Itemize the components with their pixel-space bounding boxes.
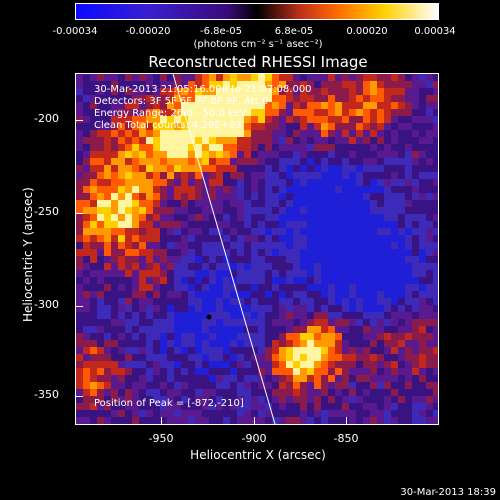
info-time-range: 30-Mar-2013 21:05:16.000 to 21:07:08.000	[94, 84, 312, 95]
limb-overlay	[172, 74, 276, 424]
y-tick-label: -300	[34, 298, 59, 311]
solar-limb-line	[172, 74, 276, 424]
timestamp: 30-Mar-2013 18:39	[400, 487, 496, 498]
heatmap-image	[76, 74, 438, 424]
rhessi-image: 30-Mar-2013 21:05:16.000 to 21:07:08.000…	[75, 73, 439, 425]
colorbar-tick-label: 0.00020	[346, 26, 388, 37]
colorbar-tick-label: -6.8e-05	[200, 26, 242, 37]
info-energy-range: Energy Range: 26.0 - 50.0 keV	[94, 108, 247, 119]
y-tick-label: -200	[34, 112, 59, 125]
x-tick-label: -900	[241, 432, 267, 445]
plot-title: Reconstructed RHESSI Image	[148, 53, 368, 71]
colorbar	[75, 3, 439, 20]
y-tick-label: -250	[34, 205, 59, 218]
colorbar-units: (photons cm⁻² s⁻¹ asec⁻²)	[193, 39, 323, 50]
y-tick-label: -350	[34, 388, 59, 401]
x-tick-label: -850	[333, 432, 359, 445]
info-counts: Clean Total counts: 4.29E+03	[94, 120, 242, 131]
colorbar-tick-label: 0.00034	[414, 26, 456, 37]
peak-marker	[206, 314, 212, 320]
colorbar-gradient	[76, 4, 438, 19]
x-axis-label: Heliocentric X (arcsec)	[190, 448, 326, 462]
colorbar-tick-label: -0.00020	[125, 26, 171, 37]
peak-position-label: Position of Peak = [-872,-210]	[94, 398, 244, 409]
x-tick-label: -950	[148, 432, 174, 445]
y-axis-label: Heliocentric Y (arcsec)	[21, 187, 35, 322]
info-detectors: Detectors: 3F 5F 6F 7F 8F 9F, Att 0	[94, 96, 269, 107]
colorbar-tick-label: 6.8e-05	[274, 26, 314, 37]
colorbar-tick-label: -0.00034	[52, 26, 98, 37]
